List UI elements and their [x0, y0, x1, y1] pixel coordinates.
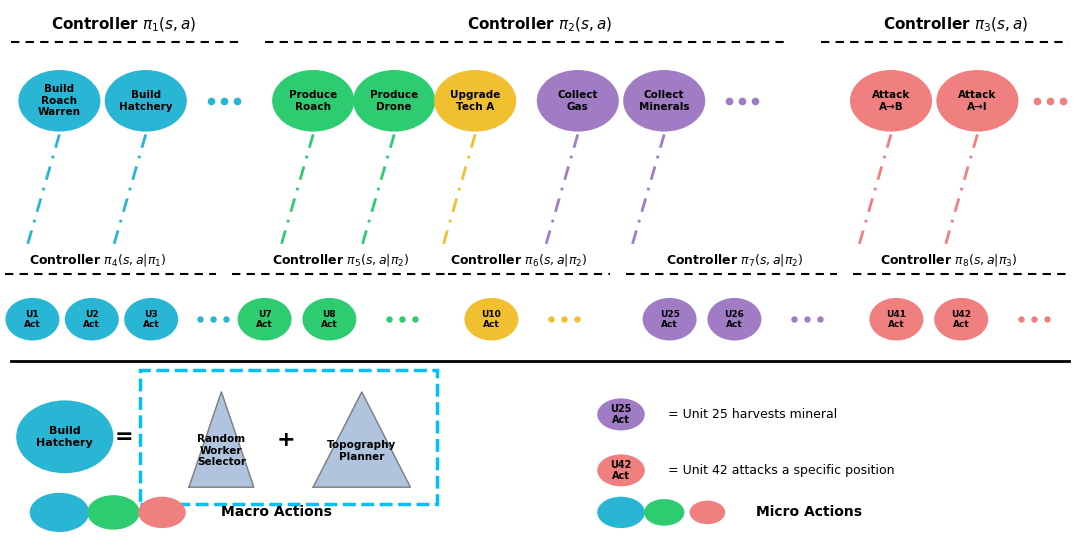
Text: U1
Act: U1 Act	[24, 310, 41, 329]
Text: Upgrade
Tech A: Upgrade Tech A	[450, 90, 500, 111]
Text: Controller $\pi_3(s,a)$: Controller $\pi_3(s,a)$	[883, 16, 1028, 34]
Text: U2
Act: U2 Act	[83, 310, 100, 329]
Text: Macro Actions: Macro Actions	[221, 505, 333, 520]
Text: = Unit 25 harvests mineral: = Unit 25 harvests mineral	[664, 408, 837, 421]
Ellipse shape	[87, 495, 139, 530]
Text: Controller $\pi_7(s,a|\pi_2)$: Controller $\pi_7(s,a|\pi_2)$	[665, 253, 804, 268]
Ellipse shape	[850, 70, 932, 132]
Text: Produce
Roach: Produce Roach	[289, 90, 337, 111]
Ellipse shape	[124, 298, 178, 340]
Ellipse shape	[105, 70, 187, 132]
Text: Micro Actions: Micro Actions	[756, 505, 862, 520]
Ellipse shape	[5, 298, 59, 340]
Ellipse shape	[869, 298, 923, 340]
Ellipse shape	[238, 298, 292, 340]
Text: Attack
A→B: Attack A→B	[872, 90, 910, 111]
Text: = Unit 42 attacks a specific position: = Unit 42 attacks a specific position	[664, 464, 894, 477]
Text: U10
Act: U10 Act	[482, 310, 501, 329]
Text: Controller $\pi_1(s,a)$: Controller $\pi_1(s,a)$	[52, 16, 197, 34]
Text: U26
Act: U26 Act	[725, 310, 744, 329]
Text: Controller $\pi_8(s,a|\pi_3)$: Controller $\pi_8(s,a|\pi_3)$	[879, 253, 1017, 268]
Ellipse shape	[65, 298, 119, 340]
Text: U25
Act: U25 Act	[610, 404, 632, 425]
Ellipse shape	[353, 70, 435, 132]
Ellipse shape	[272, 70, 354, 132]
Text: Attack
A→I: Attack A→I	[958, 90, 997, 111]
Text: U8
Act: U8 Act	[321, 310, 338, 329]
Text: Random
Worker
Selector: Random Worker Selector	[197, 434, 246, 468]
Ellipse shape	[138, 497, 186, 528]
Text: Build
Roach
Warren: Build Roach Warren	[38, 84, 81, 118]
Text: Controller $\pi_6(s,a|\pi_2)$: Controller $\pi_6(s,a|\pi_2)$	[449, 253, 588, 268]
Ellipse shape	[597, 454, 645, 487]
Ellipse shape	[537, 70, 619, 132]
Ellipse shape	[16, 400, 113, 473]
Ellipse shape	[623, 70, 705, 132]
Text: U7
Act: U7 Act	[256, 310, 273, 329]
Ellipse shape	[689, 501, 726, 524]
Text: Build
Hatchery: Build Hatchery	[37, 426, 93, 447]
Text: Collect
Gas: Collect Gas	[557, 90, 598, 111]
Polygon shape	[313, 392, 410, 487]
FancyBboxPatch shape	[140, 370, 437, 504]
Ellipse shape	[934, 298, 988, 340]
Ellipse shape	[18, 70, 100, 132]
Text: Produce
Drone: Produce Drone	[370, 90, 418, 111]
Text: +: +	[276, 430, 296, 450]
Text: U3
Act: U3 Act	[143, 310, 160, 329]
Ellipse shape	[29, 493, 89, 532]
Text: U42
Act: U42 Act	[610, 460, 632, 481]
Ellipse shape	[643, 298, 697, 340]
Ellipse shape	[644, 499, 685, 526]
Text: Topography
Planner: Topography Planner	[327, 440, 396, 461]
Text: Collect
Minerals: Collect Minerals	[639, 90, 689, 111]
Text: Controller $\pi_5(s,a|\pi_2)$: Controller $\pi_5(s,a|\pi_2)$	[271, 253, 409, 268]
Text: U41
Act: U41 Act	[887, 310, 906, 329]
Text: U42
Act: U42 Act	[951, 310, 971, 329]
Text: Controller $\pi_4(s,a|\pi_1)$: Controller $\pi_4(s,a|\pi_1)$	[28, 253, 166, 268]
Ellipse shape	[597, 398, 645, 431]
Ellipse shape	[302, 298, 356, 340]
Ellipse shape	[597, 497, 645, 528]
Ellipse shape	[464, 298, 518, 340]
Ellipse shape	[434, 70, 516, 132]
Polygon shape	[189, 392, 254, 487]
Text: Controller $\pi_2(s,a)$: Controller $\pi_2(s,a)$	[468, 16, 612, 34]
Text: U25
Act: U25 Act	[660, 310, 679, 329]
Ellipse shape	[707, 298, 761, 340]
Text: Build
Hatchery: Build Hatchery	[119, 90, 173, 111]
Text: =: =	[114, 427, 134, 447]
Ellipse shape	[936, 70, 1018, 132]
